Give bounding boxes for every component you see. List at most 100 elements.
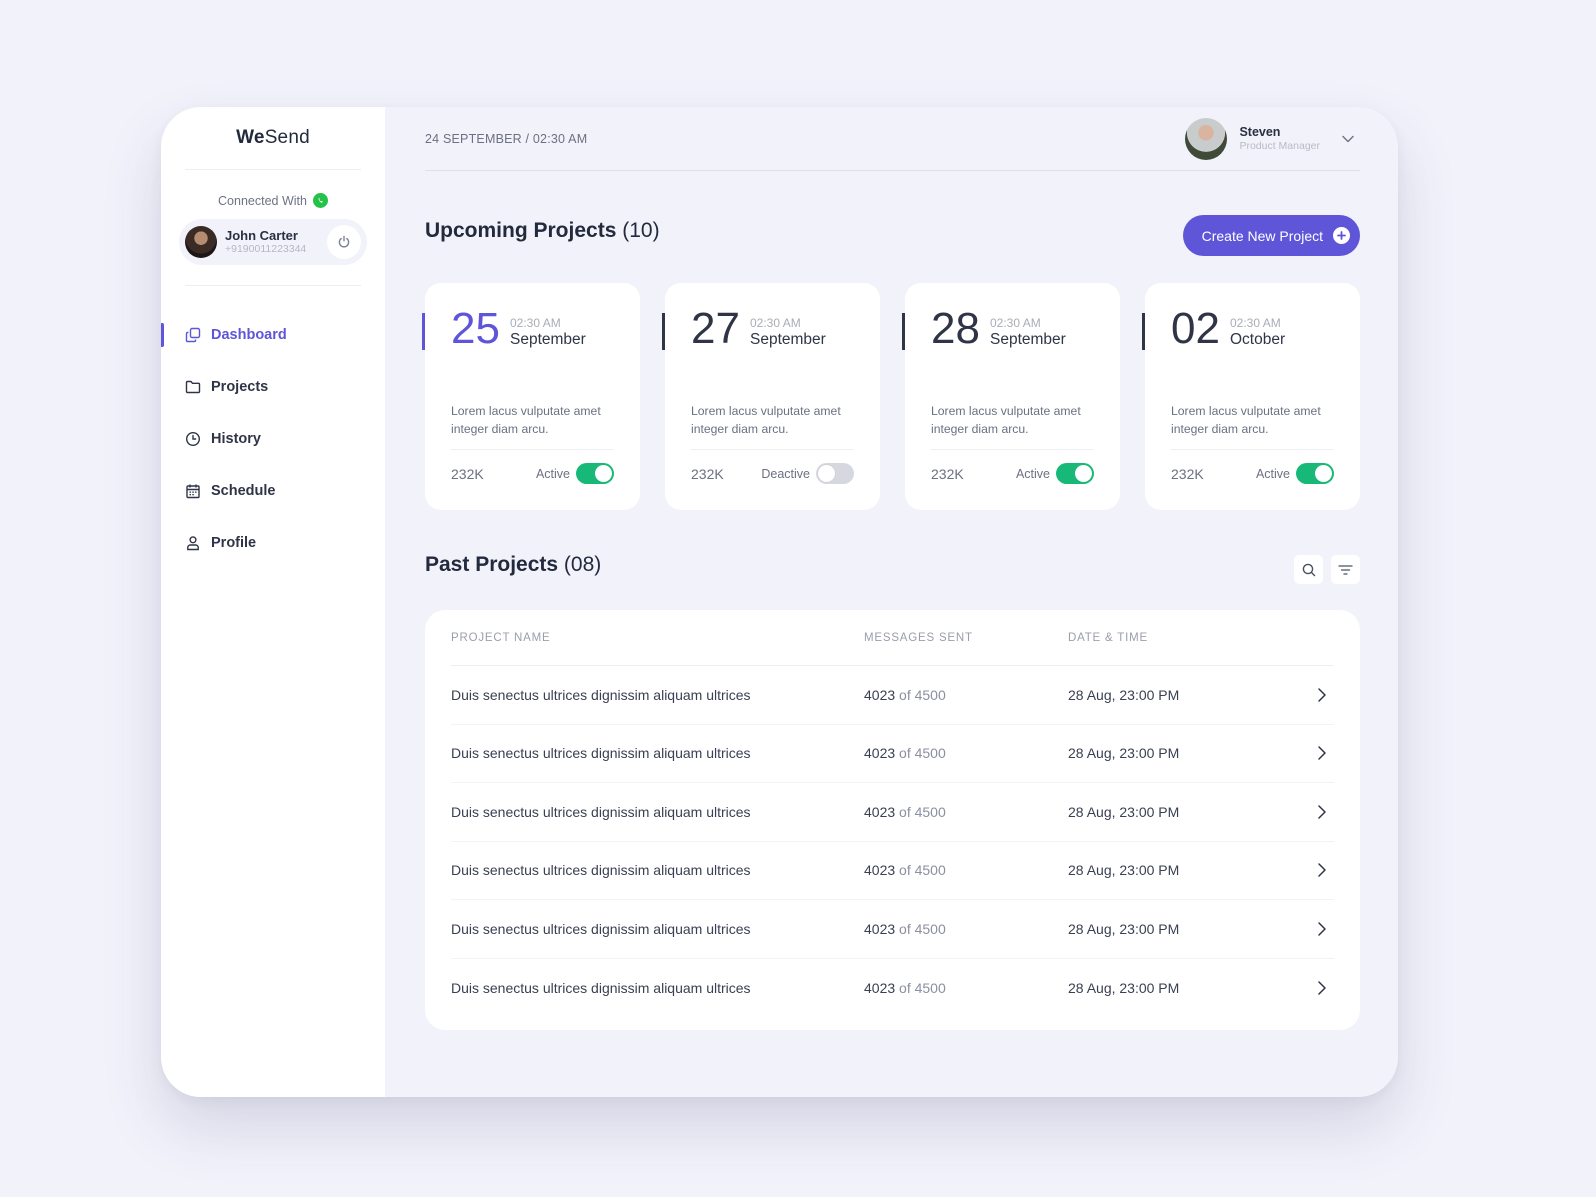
- card-indicator: [422, 313, 425, 350]
- calendar-icon: [185, 483, 201, 499]
- sidebar-item-dashboard[interactable]: Dashboard: [161, 309, 385, 361]
- card-status-label: Active: [1015, 466, 1050, 481]
- main-content: 24 SEPTEMBER / 02:30 AM Steven Product M…: [385, 107, 1398, 1097]
- status-toggle[interactable]: [1296, 463, 1334, 484]
- create-project-button[interactable]: Create New Project: [1182, 215, 1360, 256]
- chevron-right-icon[interactable]: [1310, 981, 1334, 995]
- project-date: 28 Aug, 23:00 PM: [1068, 862, 1180, 879]
- project-card[interactable]: 27 02:30 AM September Lorem lacus vulput…: [662, 283, 880, 510]
- table-row[interactable]: Duis senectus ultrices dignissim aliquam…: [451, 783, 1334, 842]
- project-card[interactable]: 28 02:30 AM September Lorem lacus vulput…: [902, 283, 1120, 510]
- card-day: 02: [1171, 304, 1220, 353]
- app-logo[interactable]: WeSend: [161, 127, 385, 149]
- sidebar-item-projects[interactable]: Projects: [161, 361, 385, 413]
- chevron-right-icon[interactable]: [1310, 688, 1334, 702]
- card-description: Lorem lacus vulputate amet integer diam …: [1171, 404, 1321, 436]
- logo-light: Send: [264, 127, 310, 148]
- chevron-right-icon[interactable]: [1310, 863, 1334, 877]
- chevron-right-icon[interactable]: [1310, 805, 1334, 819]
- current-datetime: 24 SEPTEMBER / 02:30 AM: [425, 131, 588, 146]
- table-row[interactable]: Duis senectus ultrices dignissim aliquam…: [451, 725, 1334, 783]
- sidebar-item-history[interactable]: History: [161, 413, 385, 465]
- card-month: September: [990, 331, 1066, 348]
- card-count: 232K: [1171, 465, 1204, 482]
- project-name: Duis senectus ultrices dignissim aliquam…: [451, 920, 751, 937]
- connected-account: John Carter +9190011223344: [179, 219, 367, 265]
- card-divider: [1171, 449, 1334, 450]
- sidebar: WeSend Connected With John Carter +91900…: [161, 107, 385, 1097]
- table-row[interactable]: Duis senectus ultrices dignissim aliquam…: [451, 842, 1334, 900]
- upcoming-projects-title: Upcoming Projects (10): [425, 219, 660, 243]
- project-card[interactable]: 02 02:30 AM October Lorem lacus vulputat…: [1142, 283, 1360, 510]
- top-bar: 24 SEPTEMBER / 02:30 AM Steven Product M…: [425, 107, 1360, 171]
- chevron-down-icon[interactable]: [1342, 135, 1354, 143]
- card-month: September: [510, 331, 586, 348]
- card-indicator: [1142, 313, 1145, 350]
- disconnect-button[interactable]: [327, 225, 361, 259]
- sent-count: 4023: [864, 979, 896, 996]
- upcoming-title-text: Upcoming Projects: [425, 219, 617, 242]
- sidebar-item-profile[interactable]: Profile: [161, 517, 385, 569]
- chevron-right-icon[interactable]: [1310, 746, 1334, 760]
- nav-label: History: [211, 431, 261, 447]
- nav-label: Projects: [211, 379, 269, 395]
- sidebar-item-schedule[interactable]: Schedule: [161, 465, 385, 517]
- sidebar-divider: [185, 285, 361, 286]
- card-description: Lorem lacus vulputate amet integer diam …: [691, 404, 841, 436]
- card-time: 02:30 AM: [510, 316, 561, 330]
- sent-total: of 4500: [899, 979, 946, 996]
- project-date: 28 Aug, 23:00 PM: [1068, 920, 1180, 937]
- table-header: PROJECT NAME MESSAGES SENT DATE & TIME: [451, 610, 1334, 666]
- past-title-text: Past Projects: [425, 553, 559, 576]
- table-row[interactable]: Duis senectus ultrices dignissim aliquam…: [451, 666, 1334, 725]
- column-messages-sent[interactable]: MESSAGES SENT: [864, 631, 973, 644]
- upcoming-cards: 25 02:30 AM September Lorem lacus vulput…: [422, 283, 1360, 510]
- sent-total: of 4500: [899, 745, 946, 762]
- card-time: 02:30 AM: [990, 316, 1041, 330]
- status-toggle[interactable]: [576, 463, 614, 484]
- card-count: 232K: [451, 465, 484, 482]
- status-toggle[interactable]: [1056, 463, 1094, 484]
- card-status-label: Active: [535, 466, 570, 481]
- clock-icon: [185, 431, 201, 447]
- sent-count: 4023: [864, 862, 896, 879]
- column-project-name[interactable]: PROJECT NAME: [451, 631, 551, 644]
- folder-icon: [185, 379, 201, 395]
- user-menu[interactable]: Steven Product Manager: [1185, 117, 1360, 160]
- sent-total: of 4500: [899, 686, 946, 703]
- upcoming-count: (10): [622, 219, 660, 242]
- project-card[interactable]: 25 02:30 AM September Lorem lacus vulput…: [422, 283, 640, 510]
- messages-sent: 4023 of 4500: [864, 687, 1068, 703]
- user-avatar: [1185, 117, 1228, 160]
- card-time: 02:30 AM: [1230, 316, 1281, 330]
- sent-count: 4023: [864, 920, 896, 937]
- card-day: 28: [931, 304, 980, 353]
- project-name: Duis senectus ultrices dignissim aliquam…: [451, 862, 751, 879]
- project-name: Duis senectus ultrices dignissim aliquam…: [451, 979, 751, 996]
- project-date: 28 Aug, 23:00 PM: [1068, 745, 1180, 762]
- project-date: 28 Aug, 23:00 PM: [1068, 686, 1180, 703]
- project-date: 28 Aug, 23:00 PM: [1068, 979, 1180, 996]
- card-month: September: [750, 331, 826, 348]
- search-icon: [1302, 563, 1316, 577]
- past-projects-table: PROJECT NAME MESSAGES SENT DATE & TIME D…: [425, 610, 1360, 1030]
- table-row[interactable]: Duis senectus ultrices dignissim aliquam…: [451, 959, 1334, 1018]
- card-description: Lorem lacus vulputate amet integer diam …: [931, 404, 1081, 436]
- card-divider: [451, 449, 614, 450]
- sent-total: of 4500: [899, 862, 946, 879]
- column-date-time[interactable]: DATE & TIME: [1068, 631, 1148, 644]
- status-toggle[interactable]: [816, 463, 854, 484]
- account-phone: +9190011223344: [225, 243, 307, 256]
- nav-label: Schedule: [211, 483, 276, 499]
- sent-count: 4023: [864, 686, 896, 703]
- table-row[interactable]: Duis senectus ultrices dignissim aliquam…: [451, 900, 1334, 959]
- card-day: 27: [691, 304, 740, 353]
- plus-icon: [1333, 227, 1350, 244]
- chevron-right-icon[interactable]: [1310, 922, 1334, 936]
- user-role: Product Manager: [1239, 139, 1320, 152]
- search-button[interactable]: [1294, 555, 1323, 584]
- card-count: 232K: [691, 465, 724, 482]
- dashboard-icon: [185, 327, 201, 343]
- filter-button[interactable]: [1331, 555, 1360, 584]
- messages-sent: 4023 of 4500: [864, 804, 1068, 820]
